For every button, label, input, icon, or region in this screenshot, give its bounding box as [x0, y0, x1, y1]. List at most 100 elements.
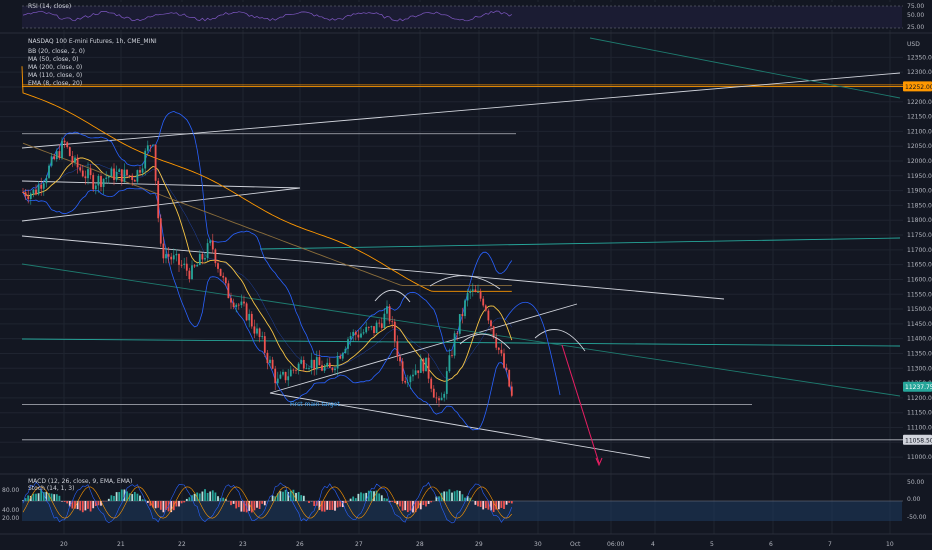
candle-body	[144, 150, 147, 169]
macd-hist-bar	[217, 496, 219, 501]
ma200-line	[21, 66, 512, 292]
macd-hist-bar	[482, 501, 485, 510]
price-tick-label: 11150.00	[907, 410, 932, 417]
candle-body	[344, 348, 347, 354]
macd-hist-bar	[63, 501, 66, 502]
candle-body	[497, 347, 500, 350]
candle-body	[432, 388, 435, 398]
candle-body	[279, 374, 282, 379]
candle-body	[471, 289, 474, 291]
time-tick-label: 06:00	[607, 541, 624, 548]
macd-hist-bar	[196, 492, 199, 501]
indicator-ema: EMA (8, close, 20)	[28, 80, 83, 87]
trendline	[269, 392, 651, 459]
time-tick-label: 26	[296, 541, 304, 548]
candle-body	[404, 380, 407, 383]
projection-arc	[374, 289, 411, 303]
macd-hist-bar	[230, 501, 232, 506]
price-tick-label: 11700.00	[907, 247, 932, 254]
candles	[22, 137, 513, 407]
candle-body	[79, 167, 82, 171]
candle-body	[63, 140, 66, 143]
candle-body	[331, 367, 334, 371]
candle-body	[201, 254, 204, 260]
macd-hist-bar	[120, 489, 123, 501]
candle-body	[24, 192, 27, 197]
macd-hist-bar	[487, 501, 490, 510]
macd-hist-bar	[284, 489, 287, 501]
candle-body	[310, 359, 313, 369]
support-tag: 11058.50	[905, 437, 932, 444]
candle-body	[154, 144, 157, 181]
macd-hist-bar	[464, 497, 466, 501]
macd-hist-bar	[414, 501, 417, 513]
macd-hist-bar	[365, 492, 368, 501]
candle-body	[58, 151, 61, 159]
macd-hist-bar	[375, 490, 378, 501]
time-tick-label: 28	[416, 541, 424, 548]
macd-hist-bar	[370, 490, 373, 501]
last-price-tag: 11237.75	[905, 384, 932, 391]
candle-body	[110, 168, 113, 177]
macd-hist-bar	[256, 501, 258, 508]
macd-hist-bar	[48, 493, 50, 501]
candle-body	[302, 359, 305, 369]
price-tick-label: 11200.00	[907, 395, 932, 402]
candle-body	[274, 368, 277, 384]
macd-hist-bar	[133, 491, 136, 501]
macd-tick: -50.00	[907, 514, 927, 521]
candle-body	[469, 290, 472, 294]
trendline	[21, 180, 301, 189]
candle-body	[362, 332, 365, 334]
macd-hist-bar	[22, 500, 24, 501]
macd-hist-bar	[214, 492, 217, 501]
candle-body	[406, 382, 409, 383]
time-axis: 20 21 22 23 26 27 28 29 30 Oct 06:00 4 5 6 7 10	[60, 541, 894, 548]
price-tick-label: 11750.00	[907, 232, 932, 239]
candle-body	[373, 326, 375, 334]
candle-body	[32, 189, 35, 194]
macd-hist-bar	[253, 501, 256, 511]
candle-body	[438, 398, 440, 401]
macd-hist-bar	[419, 501, 422, 510]
macd-hist-bar	[349, 498, 352, 501]
macd-hist-bar	[383, 498, 386, 501]
candle-body	[120, 169, 123, 182]
candle-body	[339, 356, 342, 359]
candle-body	[206, 243, 209, 259]
price-tick-label: 11450.00	[907, 321, 932, 328]
macd-hist-bar	[495, 501, 498, 510]
candle-body	[61, 140, 63, 159]
candle-body	[490, 320, 492, 327]
macd-hist-bar	[188, 497, 191, 501]
candle-body	[456, 333, 459, 335]
macd-hist-bar	[232, 501, 235, 504]
candle-body	[66, 142, 69, 148]
projection-arc	[429, 275, 501, 290]
macd-hist-bar	[55, 494, 58, 501]
time-tick-label: 7	[828, 541, 832, 548]
candle-body	[105, 177, 108, 179]
macd-hist-bar	[341, 501, 344, 508]
candle-body	[289, 369, 292, 377]
price-tick-label: 11000.00	[907, 454, 932, 461]
macd-hist-bar	[354, 498, 357, 501]
candle-body	[492, 326, 495, 338]
time-tick-label: 27	[355, 541, 363, 548]
last-price-tag-bg	[903, 381, 932, 392]
macd-hist-bar	[469, 497, 472, 501]
grid	[0, 0, 903, 534]
macd-hist-bar	[409, 501, 412, 511]
candle-body	[445, 371, 448, 394]
macd-hist-bar	[417, 501, 420, 509]
trendline	[21, 338, 901, 347]
macd-hist-bar	[404, 501, 407, 511]
stoch-tick: 40.00	[2, 507, 19, 514]
macd-hist-bar	[427, 501, 430, 504]
time-tick-label: 21	[117, 541, 125, 548]
macd-label: MACD (12, 26, close, 9, EMA, EMA)	[28, 478, 133, 485]
candle-body	[414, 370, 417, 375]
macd-hist-bar	[399, 501, 401, 507]
macd-hist-bar	[373, 491, 375, 501]
